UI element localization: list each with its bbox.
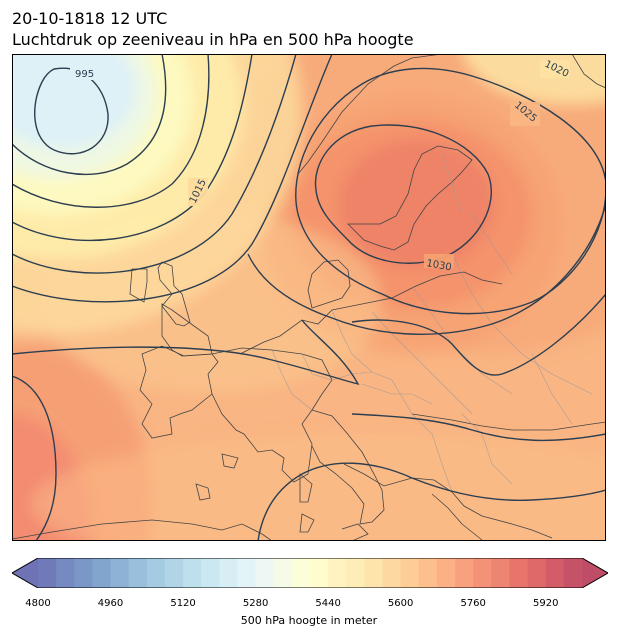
colorbar-segment (201, 558, 220, 588)
colorbar-segment (164, 558, 184, 588)
colorbar-segment (310, 558, 329, 588)
colorbar-segments (38, 558, 583, 588)
coastlines (12, 54, 606, 541)
colorbar-segment (563, 558, 583, 588)
colorbar-segment (418, 558, 438, 588)
colorbar-segment (273, 558, 293, 588)
colorbar (10, 557, 610, 589)
colorbar-tick-label: 5600 (387, 598, 414, 609)
colorbar-segment (291, 558, 311, 588)
colorbar-segment (491, 558, 511, 588)
colorbar-segment (255, 558, 275, 588)
colorbar-segment (509, 558, 529, 588)
colorbar-extend-low (12, 558, 38, 588)
colorbar-extend-high (582, 558, 608, 588)
colorbar-segment (128, 558, 148, 588)
colorbar-segment (473, 558, 492, 588)
colorbar-segment (382, 558, 402, 588)
colorbar-segment (38, 558, 57, 588)
colorbar-tick-label: 5280 (242, 598, 269, 609)
colorbar-segment (219, 558, 239, 588)
colorbar-segment (545, 558, 565, 588)
colorbar-tick-label: 4800 (25, 598, 51, 609)
colorbar-label: 500 hPa hoogte in meter (240, 614, 378, 627)
colorbar-tick-label: 4960 (97, 598, 124, 609)
colorbar-tick-label: 5440 (315, 598, 341, 609)
colorbar-segment (455, 558, 474, 588)
colorbar-segment (346, 558, 365, 588)
colorbar-segment (56, 558, 75, 588)
colorbar-segment (527, 558, 547, 588)
colorbar-segment (364, 558, 384, 588)
weather-map: 995 1015 1020 1025 1030 (12, 54, 606, 541)
colorbar-tick-label: 5760 (460, 598, 486, 609)
country-borders (271, 153, 593, 493)
chart-title-date: 20-10-1818 12 UTC (12, 9, 168, 28)
chart-title: Luchtdruk op zeeniveau in hPa en 500 hPa… (12, 30, 414, 49)
map-svg: 995 1015 1020 1025 1030 (12, 54, 606, 541)
isobar-labels: 995 1015 1020 1025 1030 (70, 59, 570, 273)
isobars (12, 54, 606, 541)
colorbar-svg (10, 557, 610, 589)
colorbar-segment (328, 558, 347, 588)
colorbar-segment (110, 558, 130, 588)
isobar-label-1030: 1030 (425, 258, 452, 273)
isobar-label-995: 995 (75, 69, 94, 80)
colorbar-segment (237, 558, 257, 588)
title-block: 20-10-1818 12 UTC Luchtdruk op zeeniveau… (12, 8, 414, 50)
colorbar-segment (436, 558, 456, 588)
height-field (12, 54, 606, 541)
colorbar-segment (183, 558, 202, 588)
map-border (12, 54, 606, 541)
colorbar-segment (92, 558, 112, 588)
colorbar-tick-label: 5920 (532, 598, 559, 609)
colorbar-segment (146, 558, 166, 588)
colorbar-segment (74, 558, 93, 588)
colorbar-tick-label: 5120 (170, 598, 196, 609)
colorbar-segment (400, 558, 420, 588)
